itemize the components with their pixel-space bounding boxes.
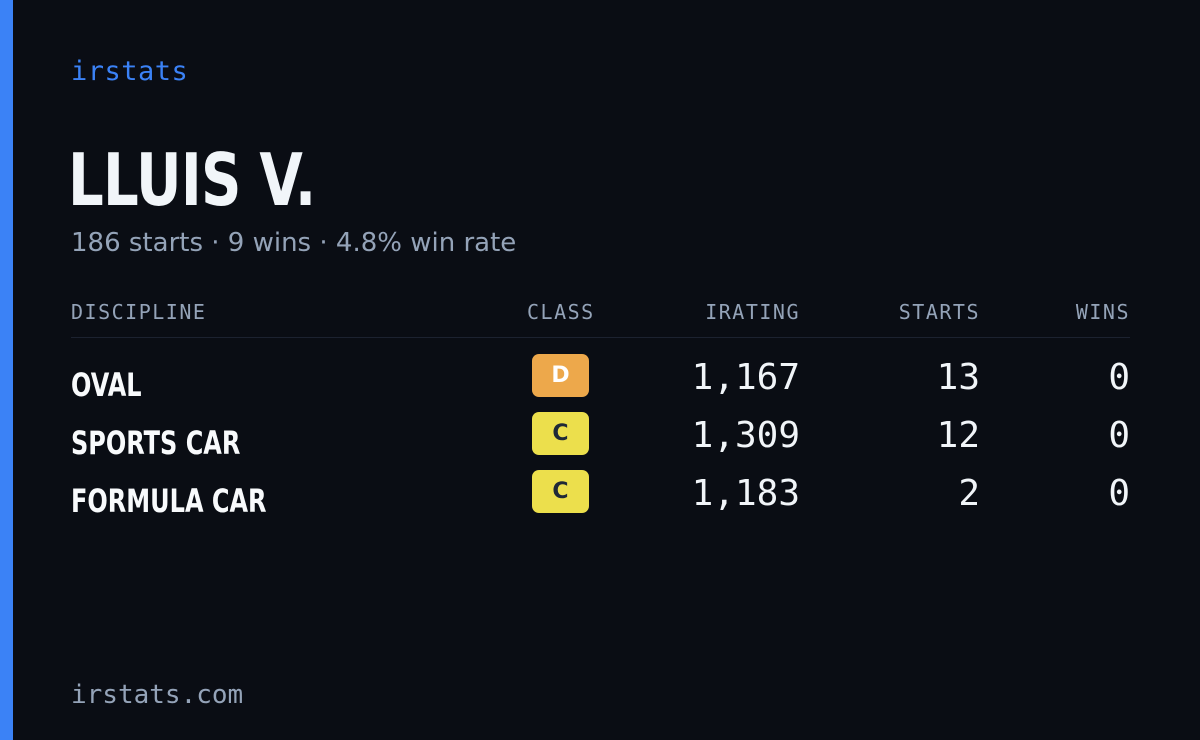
row-irating: 1,309 — [691, 415, 800, 456]
row-irating: 1,183 — [691, 473, 800, 514]
header-starts: STARTS — [898, 300, 980, 324]
class-badge: C — [532, 470, 589, 513]
brand-logo: irstats — [71, 56, 189, 87]
row-discipline: FORMULA CAR — [71, 482, 267, 520]
table-row: FORMULA CAR C 1,183 2 0 — [71, 470, 1130, 528]
class-badge: C — [532, 412, 589, 455]
row-discipline: SPORTS CAR — [71, 424, 241, 462]
row-wins: 0 — [1108, 473, 1130, 514]
table-row: SPORTS CAR C 1,309 12 0 — [71, 412, 1130, 470]
table-header: DISCIPLINE CLASS IRATING STARTS WINS — [71, 296, 1130, 338]
row-wins: 0 — [1108, 415, 1130, 456]
table-row: OVAL D 1,167 13 0 — [71, 354, 1130, 412]
accent-bar — [0, 0, 13, 740]
row-irating: 1,167 — [691, 357, 800, 398]
row-discipline: OVAL — [71, 366, 142, 404]
row-starts: 13 — [936, 357, 980, 398]
row-starts: 2 — [958, 473, 980, 514]
row-wins: 0 — [1108, 357, 1130, 398]
header-class: CLASS — [527, 300, 595, 324]
header-irating: IRATING — [705, 300, 800, 324]
class-badge: D — [532, 354, 589, 397]
driver-summary: 186 starts · 9 wins · 4.8% win rate — [71, 228, 517, 258]
header-discipline: DISCIPLINE — [71, 300, 207, 324]
header-wins: WINS — [1075, 300, 1130, 324]
table-body: OVAL D 1,167 13 0 SPORTS CAR C 1,309 12 … — [71, 354, 1130, 528]
driver-name: LLUIS V. — [68, 138, 316, 222]
row-starts: 12 — [936, 415, 980, 456]
footer-url: irstats.com — [71, 680, 244, 710]
stats-table: DISCIPLINE CLASS IRATING STARTS WINS OVA… — [71, 296, 1130, 528]
